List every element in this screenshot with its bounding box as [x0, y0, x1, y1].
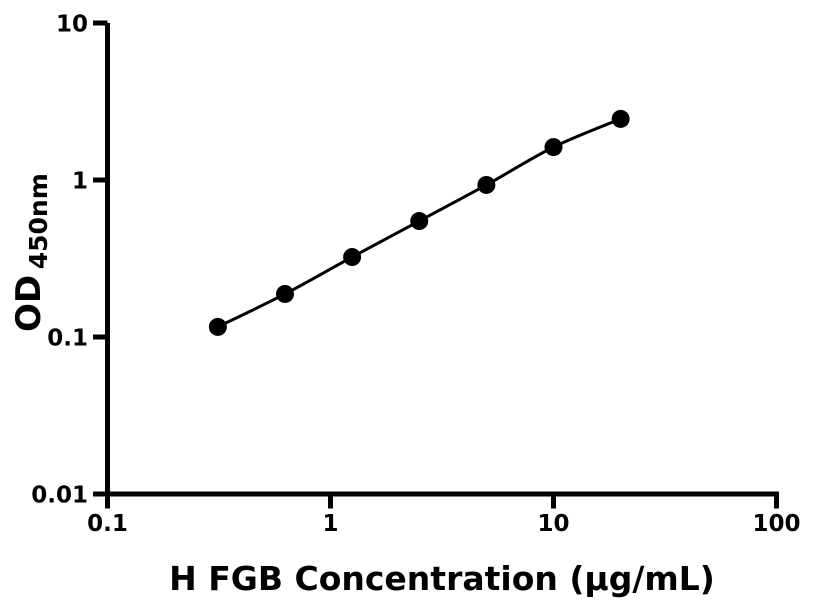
data-point — [477, 175, 496, 194]
data-point — [544, 138, 563, 157]
y-axis-title-subscript: 450nm — [24, 173, 53, 269]
y-tick-label: 10 — [56, 12, 88, 38]
x-tick-label: 1 — [322, 511, 338, 537]
y-axis-title: OD 450nm — [9, 173, 53, 332]
axes — [105, 23, 779, 497]
data-point — [611, 109, 630, 128]
x-tick-label: 0.1 — [87, 511, 128, 537]
x-axis-ticks: 0.1 1 10 100 — [87, 494, 801, 537]
x-axis-title: H FGB Concentration (μg/mL) — [169, 559, 715, 598]
data-point — [208, 317, 227, 336]
y-axis-title-main: OD — [9, 275, 49, 332]
y-axis-ticks: 0.01 0.1 1 10 — [31, 12, 108, 509]
data-points — [208, 109, 630, 336]
x-tick-label: 10 — [537, 511, 569, 537]
y-tick-label: 1 — [72, 169, 88, 195]
y-tick-label: 0.1 — [47, 326, 88, 352]
data-point — [275, 284, 294, 303]
y-tick-label: 0.01 — [31, 483, 88, 509]
data-point — [343, 248, 362, 267]
data-point — [410, 212, 429, 231]
x-tick-label: 100 — [752, 511, 800, 537]
axis-spine — [105, 23, 779, 497]
